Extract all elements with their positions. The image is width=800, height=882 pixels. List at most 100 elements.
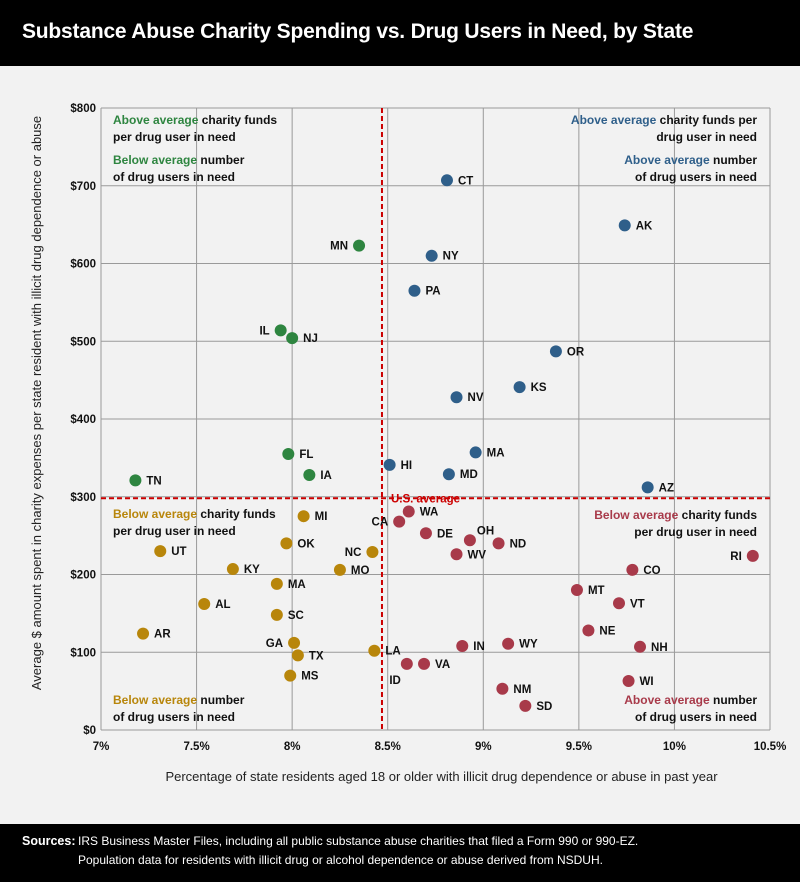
quadrant-highlight: Above average — [624, 153, 710, 167]
quadrant-note-top-left-line: Above average charity funds — [113, 113, 277, 127]
data-label-fl: FL — [299, 449, 313, 461]
data-label-ri: RI — [730, 551, 742, 563]
sources-label: Sources: — [22, 834, 76, 848]
quadrant-text: charity funds — [197, 507, 276, 521]
data-label-ct: CT — [458, 175, 473, 187]
data-point-md — [442, 468, 455, 481]
data-label-de: DE — [437, 528, 453, 540]
data-point-sc — [270, 608, 283, 621]
data-point-ia — [303, 468, 316, 481]
y-axis-title: Average $ amount spent in charity expens… — [29, 116, 44, 690]
y-tick-label: $400 — [70, 414, 96, 426]
data-label-ks: KS — [531, 382, 547, 394]
y-tick-label: $500 — [70, 336, 96, 348]
data-label-la: LA — [385, 646, 400, 658]
data-label-nv: NV — [468, 392, 484, 404]
data-point-fl — [282, 447, 295, 460]
data-label-mt: MT — [588, 585, 605, 597]
data-label-nm: NM — [513, 684, 531, 696]
data-label-va: VA — [435, 659, 450, 671]
data-point-nc — [366, 545, 379, 558]
data-label-tx: TX — [309, 650, 324, 662]
data-point-ak — [618, 219, 631, 232]
us-average-label: U.S. average — [391, 493, 460, 505]
quadrant-note-top-left-line: of drug users in need — [113, 170, 235, 184]
data-point-va — [418, 657, 431, 670]
data-label-ma: MA — [288, 579, 306, 591]
y-tick-label: $300 — [70, 492, 96, 504]
data-point-mi — [297, 510, 310, 523]
data-point-ma — [270, 577, 283, 590]
data-label-vt: VT — [630, 598, 645, 610]
data-label-ut: UT — [171, 546, 186, 558]
data-label-ky: KY — [244, 564, 260, 576]
title-bar: Substance Abuse Charity Spending vs. Dru… — [0, 0, 800, 66]
sources-line-1: IRS Business Master Files, including all… — [78, 834, 639, 848]
data-point-il — [274, 324, 287, 337]
data-point-ok — [280, 537, 293, 550]
data-label-ca: CA — [372, 517, 389, 529]
data-label-nd: ND — [510, 538, 527, 550]
sources-line-2: Population data for residents with illic… — [78, 853, 603, 867]
data-label-ms: MS — [301, 671, 319, 683]
quadrant-note-bottom-right-line: Above average number — [624, 693, 757, 707]
quadrant-note-bottom-left-line: Below average number — [113, 693, 245, 707]
data-label-sd: SD — [536, 701, 552, 713]
data-point-ri — [746, 549, 759, 562]
quadrant-note-top-left-line: Below average number — [113, 153, 245, 167]
data-label-il: IL — [259, 325, 269, 337]
y-tick-label: $100 — [70, 647, 96, 659]
data-label-co: CO — [643, 565, 660, 577]
sources-footer: Sources: IRS Business Master Files, incl… — [0, 824, 800, 882]
data-label-nc: NC — [345, 547, 362, 559]
y-tick-label: $600 — [70, 259, 96, 271]
quadrant-note-bottom-right-line: of drug users in need — [635, 710, 757, 724]
x-tick-label: 7.5% — [183, 741, 209, 753]
data-point-id — [400, 657, 413, 670]
data-label-ny: NY — [443, 251, 459, 263]
data-point-wy — [502, 637, 515, 650]
quadrant-text: charity funds — [198, 113, 277, 127]
data-point-mo — [333, 563, 346, 576]
data-label-wa: WA — [420, 507, 439, 519]
data-point-wa — [402, 505, 415, 518]
data-point-or — [549, 345, 562, 358]
data-point-hi — [383, 458, 396, 471]
data-point-co — [626, 563, 639, 576]
data-point-nd — [492, 537, 505, 550]
data-point-al — [198, 598, 211, 611]
data-label-nj: NJ — [303, 333, 318, 345]
data-point-la — [368, 644, 381, 657]
data-label-mi: MI — [315, 511, 328, 523]
quadrant-text: number — [197, 693, 245, 707]
quadrant-text: number — [197, 153, 245, 167]
data-point-ma — [469, 446, 482, 459]
x-tick-label: 10.5% — [754, 741, 787, 753]
data-point-nm — [496, 682, 509, 695]
x-tick-label: 10% — [663, 741, 686, 753]
quadrant-note-mid-left-line: Below average charity funds — [113, 507, 276, 521]
data-label-nh: NH — [651, 642, 668, 654]
data-label-in: IN — [473, 641, 485, 653]
data-point-nj — [286, 332, 299, 345]
data-point-pa — [408, 284, 421, 297]
data-point-in — [456, 640, 469, 653]
data-point-ut — [154, 545, 167, 558]
data-point-ca — [393, 515, 406, 528]
data-label-az: AZ — [659, 482, 674, 494]
data-point-vt — [612, 597, 625, 610]
data-label-wy: WY — [519, 639, 538, 651]
data-point-tn — [129, 474, 142, 487]
data-point-ct — [440, 174, 453, 187]
y-tick-label: $0 — [83, 725, 96, 737]
quadrant-note-mid-left-line: per drug user in need — [113, 524, 236, 538]
y-tick-label: $800 — [70, 103, 96, 115]
quadrant-text: charity funds — [678, 508, 757, 522]
data-label-ia: IA — [320, 470, 332, 482]
x-tick-label: 7% — [93, 741, 110, 753]
quadrant-highlight: Above average — [571, 113, 657, 127]
data-label-mn: MN — [330, 241, 348, 253]
data-label-mo: MO — [351, 565, 370, 577]
data-point-wi — [622, 675, 635, 688]
y-tick-label: $200 — [70, 570, 96, 582]
